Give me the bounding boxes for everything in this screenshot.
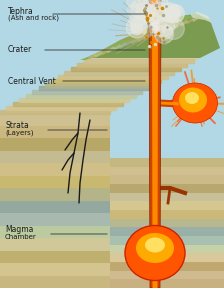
Circle shape — [131, 23, 142, 35]
Bar — [0, 175, 224, 184]
Bar — [152, 25, 158, 33]
Circle shape — [131, 17, 146, 33]
Ellipse shape — [145, 238, 165, 253]
Circle shape — [167, 5, 184, 22]
Bar — [0, 219, 224, 227]
Bar — [0, 167, 224, 175]
Bar — [143, 7, 167, 15]
Circle shape — [160, 3, 179, 22]
Ellipse shape — [185, 92, 199, 104]
Text: (Ash and rock): (Ash and rock) — [8, 15, 59, 21]
Bar — [144, 10, 166, 18]
Circle shape — [149, 21, 165, 37]
Bar — [0, 193, 224, 201]
Circle shape — [158, 25, 172, 39]
Bar — [146, 13, 164, 21]
Bar — [0, 138, 110, 151]
Bar — [0, 227, 224, 236]
Circle shape — [136, 0, 156, 19]
Circle shape — [163, 14, 178, 30]
Text: Central Vent: Central Vent — [8, 77, 56, 86]
Bar — [0, 253, 224, 262]
Bar — [0, 151, 110, 163]
Bar — [0, 200, 110, 213]
Polygon shape — [0, 113, 110, 288]
Bar — [0, 271, 224, 279]
Text: Magma: Magma — [5, 226, 33, 234]
Polygon shape — [90, 13, 220, 58]
Circle shape — [150, 3, 168, 21]
Bar — [0, 184, 224, 193]
Circle shape — [131, 0, 151, 19]
Circle shape — [127, 3, 141, 18]
Polygon shape — [190, 12, 212, 23]
Bar — [0, 236, 224, 245]
Bar — [0, 210, 224, 219]
Circle shape — [153, 14, 175, 37]
Bar — [0, 262, 224, 271]
Circle shape — [129, 13, 145, 28]
Circle shape — [164, 7, 180, 23]
Bar — [151, 22, 159, 30]
Bar — [0, 201, 224, 210]
Bar — [0, 213, 110, 226]
Bar — [0, 251, 110, 263]
Circle shape — [163, 18, 184, 39]
Circle shape — [149, 13, 167, 31]
Text: Crater: Crater — [8, 46, 32, 54]
Bar — [0, 276, 110, 288]
Ellipse shape — [172, 83, 218, 123]
Circle shape — [156, 0, 168, 8]
Ellipse shape — [136, 233, 174, 263]
Bar — [0, 245, 224, 253]
Circle shape — [136, 3, 155, 22]
Bar — [0, 226, 110, 238]
Circle shape — [163, 3, 172, 12]
Text: Tephra: Tephra — [8, 7, 34, 16]
Bar — [0, 163, 110, 175]
Circle shape — [126, 17, 147, 38]
Bar — [0, 113, 110, 126]
Bar — [147, 16, 162, 24]
Circle shape — [142, 5, 162, 25]
Bar — [0, 263, 110, 276]
Circle shape — [155, 25, 174, 43]
Ellipse shape — [179, 88, 207, 113]
Text: (Layers): (Layers) — [5, 130, 34, 136]
Text: Strata: Strata — [5, 122, 29, 130]
Circle shape — [127, 0, 140, 7]
Bar — [0, 279, 224, 288]
Ellipse shape — [125, 226, 185, 281]
Bar — [0, 126, 110, 138]
Text: Chamber: Chamber — [5, 234, 37, 240]
Polygon shape — [80, 15, 195, 60]
Bar — [0, 188, 110, 200]
Bar — [0, 175, 110, 188]
Circle shape — [170, 5, 181, 16]
Polygon shape — [149, 0, 161, 288]
Polygon shape — [152, 0, 158, 288]
Bar — [0, 238, 110, 251]
Bar — [149, 19, 161, 27]
Circle shape — [141, 0, 163, 20]
Bar — [142, 4, 168, 12]
Polygon shape — [0, 58, 200, 113]
Bar — [0, 158, 224, 167]
